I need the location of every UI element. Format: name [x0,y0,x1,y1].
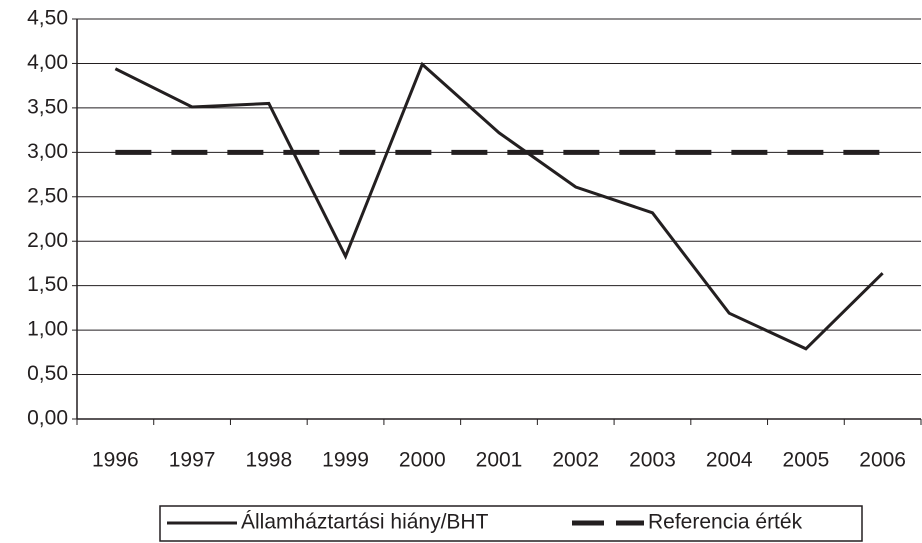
x-tick-label: 2006 [859,449,906,472]
x-tick-label: 1998 [245,449,292,472]
y-tick-label: 0,50 [27,362,68,385]
x-tick-label: 2004 [706,449,753,472]
x-tick-label: 2002 [552,449,599,472]
y-tick-label: 2,50 [27,184,68,207]
y-tick-label: 1,00 [27,318,68,341]
x-tick-label: 2003 [629,449,676,472]
legend-label: Referencia érték [648,511,803,534]
legend-box [159,505,863,542]
y-tick-label: 2,00 [27,229,68,252]
y-tick-label: 1,50 [27,273,68,296]
legend-label: Államháztartási hiány/BHT [241,511,489,534]
x-tick-label: 2000 [399,449,446,472]
y-tick-label: 4,00 [27,51,68,74]
x-tick-label: 1996 [92,449,139,472]
y-tick-label: 3,50 [27,95,68,118]
y-tick-label: 0,00 [27,407,68,430]
x-tick-label: 2001 [476,449,523,472]
y-tick-label: 3,00 [27,140,68,163]
x-tick-label: 1997 [169,449,216,472]
x-tick-label: 2005 [783,449,830,472]
y-tick-label: 4,50 [27,7,68,30]
x-tick-label: 1999 [322,449,369,472]
series-line [114,61,884,351]
